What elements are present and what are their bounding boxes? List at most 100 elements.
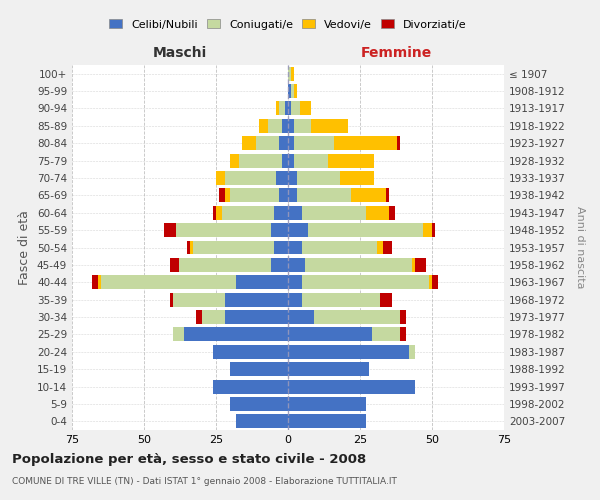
Bar — [308, 223, 424, 237]
Bar — [282, 154, 288, 168]
Text: COMUNE DI TRE VILLE (TN) - Dati ISTAT 1° gennaio 2008 - Elaborazione TUTTITALIA.: COMUNE DI TRE VILLE (TN) - Dati ISTAT 1°… — [12, 478, 397, 486]
Bar — [299, 102, 311, 116]
Bar — [340, 171, 374, 185]
Bar — [288, 188, 296, 202]
Bar — [196, 310, 202, 324]
Bar — [334, 136, 397, 150]
Bar — [280, 136, 288, 150]
Bar — [288, 310, 314, 324]
Bar — [288, 119, 294, 133]
Bar — [328, 154, 374, 168]
Bar — [271, 223, 288, 237]
Text: Femmine: Femmine — [361, 46, 431, 60]
Bar — [274, 240, 288, 254]
Bar — [424, 223, 432, 237]
Bar — [288, 276, 302, 289]
Bar — [380, 292, 392, 306]
Bar — [216, 206, 222, 220]
Bar — [291, 66, 294, 80]
Bar — [179, 258, 271, 272]
Bar — [271, 258, 288, 272]
Bar — [230, 397, 288, 411]
Bar — [294, 154, 328, 168]
Bar — [92, 276, 98, 289]
Legend: Celibi/Nubili, Coniugati/e, Vedovi/e, Divorziati/e: Celibi/Nubili, Coniugati/e, Vedovi/e, Di… — [106, 16, 470, 33]
Bar — [193, 240, 274, 254]
Bar — [224, 171, 277, 185]
Bar — [288, 171, 296, 185]
Bar — [352, 188, 386, 202]
Bar — [288, 380, 415, 394]
Bar — [170, 292, 173, 306]
Bar — [288, 84, 291, 98]
Bar — [176, 223, 271, 237]
Bar — [288, 397, 366, 411]
Y-axis label: Fasce di età: Fasce di età — [19, 210, 31, 285]
Bar — [230, 362, 288, 376]
Bar — [314, 310, 400, 324]
Bar — [236, 414, 288, 428]
Bar — [202, 310, 224, 324]
Bar — [256, 136, 280, 150]
Bar — [409, 345, 415, 358]
Bar — [170, 258, 179, 272]
Bar — [288, 136, 294, 150]
Bar — [400, 310, 406, 324]
Bar — [285, 102, 288, 116]
Bar — [294, 136, 334, 150]
Bar — [282, 119, 288, 133]
Bar — [291, 102, 299, 116]
Text: Popolazione per età, sesso e stato civile - 2008: Popolazione per età, sesso e stato civil… — [12, 452, 366, 466]
Bar — [101, 276, 236, 289]
Bar — [302, 206, 366, 220]
Bar — [366, 206, 389, 220]
Bar — [242, 136, 256, 150]
Bar — [302, 292, 380, 306]
Bar — [415, 258, 426, 272]
Bar — [164, 223, 176, 237]
Bar — [190, 240, 193, 254]
Bar — [288, 102, 291, 116]
Bar — [236, 276, 288, 289]
Bar — [213, 345, 288, 358]
Bar — [230, 188, 280, 202]
Bar — [213, 206, 216, 220]
Bar — [219, 188, 224, 202]
Bar — [412, 258, 415, 272]
Bar — [432, 276, 438, 289]
Bar — [288, 362, 368, 376]
Bar — [429, 276, 432, 289]
Bar — [383, 240, 392, 254]
Bar — [288, 240, 302, 254]
Bar — [302, 276, 429, 289]
Bar — [224, 292, 288, 306]
Bar — [187, 240, 190, 254]
Bar — [288, 66, 291, 80]
Bar — [274, 206, 288, 220]
Bar — [213, 380, 288, 394]
Bar — [386, 188, 389, 202]
Bar — [173, 328, 184, 342]
Bar — [305, 258, 412, 272]
Bar — [294, 119, 311, 133]
Bar — [268, 119, 282, 133]
Bar — [98, 276, 101, 289]
Bar — [216, 171, 224, 185]
Text: Maschi: Maschi — [153, 46, 207, 60]
Bar — [239, 154, 282, 168]
Bar — [222, 206, 274, 220]
Bar — [173, 292, 224, 306]
Bar — [277, 102, 280, 116]
Bar — [259, 119, 268, 133]
Bar — [397, 136, 400, 150]
Bar — [389, 206, 395, 220]
Bar — [432, 223, 435, 237]
Bar — [288, 292, 302, 306]
Bar — [288, 223, 308, 237]
Bar — [288, 258, 305, 272]
Bar — [296, 171, 340, 185]
Y-axis label: Anni di nascita: Anni di nascita — [575, 206, 585, 289]
Bar — [288, 154, 294, 168]
Bar — [224, 310, 288, 324]
Bar — [280, 188, 288, 202]
